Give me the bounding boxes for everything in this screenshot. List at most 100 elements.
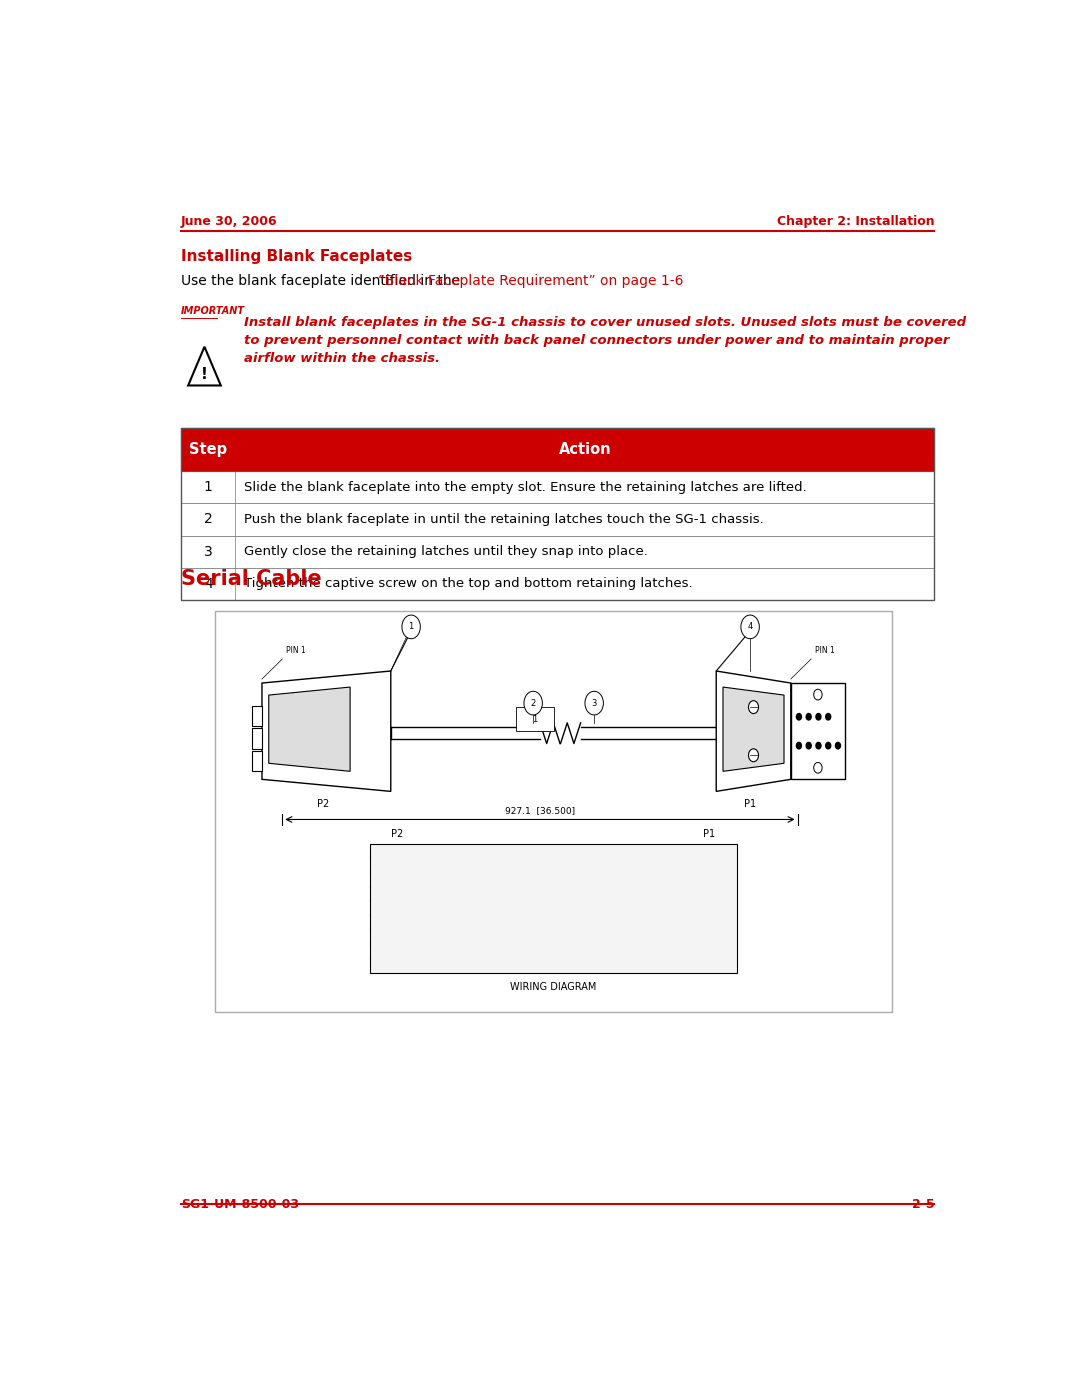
Text: “Blank Faceplate Requirement” on page 1-6: “Blank Faceplate Requirement” on page 1-… [378, 274, 684, 288]
Text: 6: 6 [711, 918, 716, 928]
Circle shape [806, 742, 811, 749]
Text: Install blank faceplates in the SG-1 chassis to cover unused slots. Unused slots: Install blank faceplates in the SG-1 cha… [244, 316, 966, 365]
Text: .: . [570, 274, 575, 288]
Text: ORN: ORN [544, 890, 563, 898]
Polygon shape [716, 671, 791, 791]
Text: YEL: YEL [546, 861, 561, 869]
Text: 1: 1 [711, 847, 715, 855]
Text: DCL: DCL [443, 918, 460, 928]
Text: 1: 1 [408, 623, 414, 631]
Text: WC: WC [546, 961, 561, 970]
Text: 1: 1 [531, 715, 537, 724]
FancyBboxPatch shape [181, 567, 934, 601]
Text: IMPORTANT: IMPORTANT [181, 306, 245, 316]
Circle shape [815, 714, 821, 719]
Text: 9: 9 [711, 961, 715, 970]
FancyBboxPatch shape [370, 844, 737, 972]
Text: !: ! [201, 367, 208, 383]
Text: 1: 1 [204, 481, 213, 495]
Text: Use the blank faceplate identified in the: Use the blank faceplate identified in th… [181, 274, 464, 288]
Circle shape [748, 701, 758, 714]
Circle shape [836, 742, 840, 749]
Text: 4: 4 [392, 890, 396, 898]
Text: P2: P2 [316, 799, 329, 809]
Text: PIN 1: PIN 1 [286, 645, 306, 655]
Circle shape [826, 714, 831, 719]
Text: 4: 4 [711, 890, 715, 898]
FancyBboxPatch shape [181, 535, 934, 567]
Text: 2: 2 [711, 861, 715, 869]
Text: Tighten the captive screw on the top and bottom retaining latches.: Tighten the captive screw on the top and… [244, 577, 692, 591]
Circle shape [402, 615, 420, 638]
Text: 3: 3 [204, 545, 213, 559]
Text: Push the blank faceplate in until the retaining latches touch the SG-1 chassis.: Push the blank faceplate in until the re… [244, 513, 764, 525]
Circle shape [813, 689, 822, 700]
Text: Chapter 2: Installation: Chapter 2: Installation [777, 215, 934, 228]
Circle shape [806, 714, 811, 719]
Polygon shape [262, 671, 391, 791]
FancyBboxPatch shape [252, 728, 262, 749]
Circle shape [796, 742, 801, 749]
FancyBboxPatch shape [791, 683, 845, 780]
Text: P2: P2 [391, 830, 404, 840]
Text: PIN 1: PIN 1 [814, 645, 834, 655]
Text: RI: RI [447, 961, 456, 970]
Polygon shape [723, 687, 784, 771]
Text: 3: 3 [592, 698, 597, 708]
Text: Slide the blank faceplate into the empty slot. Ensure the retaining latches are : Slide the blank faceplate into the empty… [244, 481, 807, 493]
Text: CD: CD [446, 847, 458, 855]
Text: 2-5: 2-5 [912, 1199, 934, 1211]
Text: 5: 5 [392, 904, 396, 912]
Text: Step: Step [189, 441, 227, 457]
Text: P1: P1 [744, 799, 756, 809]
Circle shape [741, 615, 759, 638]
FancyBboxPatch shape [252, 705, 262, 726]
Circle shape [815, 742, 821, 749]
Circle shape [826, 742, 831, 749]
Text: TXD: TXD [443, 875, 460, 884]
Text: RXD: RXD [443, 861, 461, 869]
Text: Installing Blank Faceplates: Installing Blank Faceplates [181, 250, 413, 264]
Text: 927.1  [36.500]: 927.1 [36.500] [504, 806, 575, 816]
Text: 2: 2 [530, 698, 536, 708]
Text: Serial Cable: Serial Cable [181, 570, 322, 590]
Text: WHT: WHT [543, 947, 564, 956]
Text: Gently close the retaining latches until they snap into place.: Gently close the retaining latches until… [244, 545, 648, 559]
Text: 4: 4 [747, 623, 753, 631]
Circle shape [796, 714, 801, 719]
Text: BRN: BRN [544, 875, 563, 884]
Text: 8: 8 [711, 947, 716, 956]
Text: 3: 3 [711, 875, 716, 884]
Text: DTE: DTE [444, 890, 460, 898]
Circle shape [524, 692, 542, 715]
Text: BLU: BLU [545, 932, 562, 942]
Circle shape [748, 749, 758, 761]
Text: GRN: GRN [544, 918, 563, 928]
FancyBboxPatch shape [516, 707, 554, 731]
Text: RED: RED [544, 904, 563, 912]
Text: 2: 2 [392, 861, 396, 869]
Text: 9: 9 [392, 961, 396, 970]
Text: 1: 1 [392, 847, 396, 855]
Text: CTS: CTS [444, 932, 460, 942]
FancyBboxPatch shape [252, 750, 262, 771]
FancyBboxPatch shape [181, 427, 934, 471]
Text: 6: 6 [391, 918, 396, 928]
Polygon shape [269, 687, 350, 771]
Text: 7: 7 [391, 932, 396, 942]
Text: 2: 2 [204, 513, 213, 527]
FancyBboxPatch shape [181, 471, 934, 503]
Text: 4: 4 [204, 577, 213, 591]
Text: P1: P1 [703, 830, 715, 840]
Text: RTS: RTS [444, 947, 460, 956]
Text: GND: GND [442, 904, 461, 912]
Text: Action: Action [558, 441, 611, 457]
Text: 8: 8 [391, 947, 396, 956]
FancyBboxPatch shape [181, 503, 934, 535]
Text: 3: 3 [391, 875, 396, 884]
Circle shape [585, 692, 604, 715]
Text: BLK: BLK [545, 847, 562, 855]
Text: WIRING DIAGRAM: WIRING DIAGRAM [511, 982, 596, 992]
Circle shape [813, 763, 822, 773]
Text: 5: 5 [711, 904, 715, 912]
